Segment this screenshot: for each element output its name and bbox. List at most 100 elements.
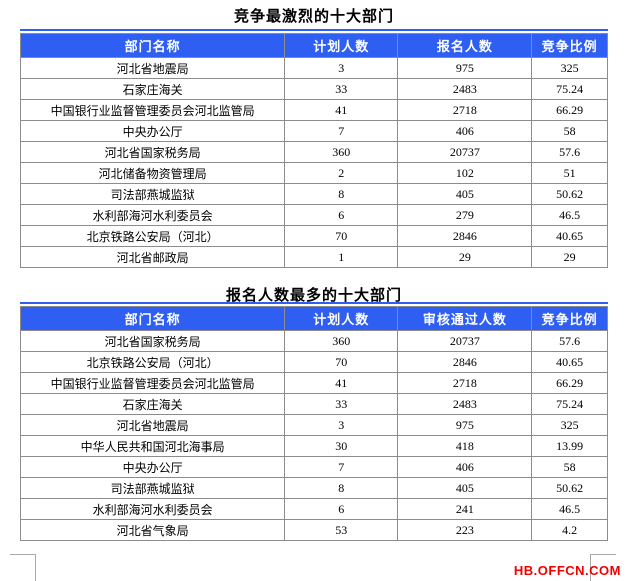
- table-row: 水利部海河水利委员会 6 241 46.5: [19, 498, 608, 520]
- value-cell: 75.24: [531, 393, 608, 415]
- header-cell-planned: 计划人数: [284, 306, 399, 331]
- department-cell: 中央办公厅: [19, 456, 286, 478]
- value-cell: 2846: [397, 225, 533, 247]
- table-row: 河北省气象局 53 223 4.2: [19, 519, 608, 541]
- value-cell: 102: [397, 162, 533, 184]
- table-row: 中国银行业监督管理委员会河北监管局 41 2718 66.29: [19, 372, 608, 394]
- department-cell: 河北省气象局: [19, 519, 286, 541]
- table-row: 水利部海河水利委员会 6 279 46.5: [19, 204, 608, 226]
- value-cell: 6: [284, 204, 399, 226]
- value-cell: 70: [284, 351, 399, 373]
- value-cell: 360: [284, 141, 399, 163]
- table-row: 石家庄海关 33 2483 75.24: [19, 393, 608, 415]
- value-cell: 46.5: [531, 204, 608, 226]
- value-cell: 29: [397, 246, 533, 268]
- value-cell: 2718: [397, 372, 533, 394]
- value-cell: 41: [284, 99, 399, 121]
- value-cell: 4.2: [531, 519, 608, 541]
- value-cell: 33: [284, 78, 399, 100]
- department-cell: 中华人民共和国河北海事局: [19, 435, 286, 457]
- value-cell: 58: [531, 120, 608, 142]
- value-cell: 50.62: [531, 477, 608, 499]
- table-row: 中央办公厅 7 406 58: [19, 456, 608, 478]
- value-cell: 2718: [397, 99, 533, 121]
- table1-header-row: 部门名称 计划人数 报名人数 竞争比例: [19, 33, 608, 58]
- value-cell: 53: [284, 519, 399, 541]
- table2-most-applicants: 部门名称 计划人数 审核通过人数 竞争比例 河北省国家税务局 360 20737…: [19, 302, 608, 541]
- table1-top-rule: [20, 29, 608, 31]
- table2-title: 报名人数最多的十大部门: [225, 287, 402, 304]
- table1-most-competitive: 部门名称 计划人数 报名人数 竞争比例 河北省地震局 3 975 325 石家庄…: [19, 29, 608, 268]
- department-cell: 河北省邮政局: [19, 246, 286, 268]
- value-cell: 241: [397, 498, 533, 520]
- table-row: 北京铁路公安局（河北） 70 2846 40.65: [19, 225, 608, 247]
- table1-title: 竞争最激烈的十大部门: [233, 8, 394, 25]
- value-cell: 2: [284, 162, 399, 184]
- value-cell: 58: [531, 456, 608, 478]
- value-cell: 3: [284, 414, 399, 436]
- table-row: 河北省地震局 3 975 325: [19, 57, 608, 79]
- header-cell-approved: 审核通过人数: [397, 306, 533, 331]
- value-cell: 41: [284, 372, 399, 394]
- value-cell: 279: [397, 204, 533, 226]
- value-cell: 405: [397, 183, 533, 205]
- table2-top-rule: [20, 302, 608, 304]
- department-cell: 北京铁路公安局（河北）: [19, 225, 286, 247]
- table-row: 中国银行业监督管理委员会河北监管局 41 2718 66.29: [19, 99, 608, 121]
- header-cell-planned: 计划人数: [284, 33, 399, 58]
- value-cell: 360: [284, 330, 399, 352]
- value-cell: 57.6: [531, 330, 608, 352]
- header-cell-department: 部门名称: [19, 33, 286, 58]
- value-cell: 223: [397, 519, 533, 541]
- value-cell: 8: [284, 183, 399, 205]
- value-cell: 66.29: [531, 99, 608, 121]
- department-cell: 北京铁路公安局（河北）: [19, 351, 286, 373]
- department-cell: 中国银行业监督管理委员会河北监管局: [19, 99, 286, 121]
- table-row: 河北储备物资管理局 2 102 51: [19, 162, 608, 184]
- header-cell-ratio: 竞争比例: [531, 33, 608, 58]
- text-boundary-mark-left: [10, 554, 36, 581]
- value-cell: 418: [397, 435, 533, 457]
- table-row: 河北省邮政局 1 29 29: [19, 246, 608, 268]
- table-row: 司法部燕城监狱 8 405 50.62: [19, 183, 608, 205]
- value-cell: 6: [284, 498, 399, 520]
- department-cell: 河北省地震局: [19, 57, 286, 79]
- department-cell: 水利部海河水利委员会: [19, 498, 286, 520]
- header-cell-ratio: 竞争比例: [531, 306, 608, 331]
- value-cell: 30: [284, 435, 399, 457]
- department-cell: 河北省国家税务局: [19, 141, 286, 163]
- table-row: 中央办公厅 7 406 58: [19, 120, 608, 142]
- value-cell: 20737: [397, 330, 533, 352]
- watermark-hb-offcn: HB.OFFCN.COM: [513, 563, 621, 578]
- value-cell: 325: [531, 414, 608, 436]
- value-cell: 40.65: [531, 225, 608, 247]
- table-row: 河北省地震局 3 975 325: [19, 414, 608, 436]
- text-boundary-mark-right: [590, 554, 616, 581]
- value-cell: 405: [397, 477, 533, 499]
- value-cell: 7: [284, 120, 399, 142]
- header-cell-department: 部门名称: [19, 306, 286, 331]
- header-cell-applicants: 报名人数: [397, 33, 533, 58]
- value-cell: 2846: [397, 351, 533, 373]
- department-cell: 司法部燕城监狱: [19, 183, 286, 205]
- department-cell: 中国银行业监督管理委员会河北监管局: [19, 372, 286, 394]
- value-cell: 975: [397, 57, 533, 79]
- value-cell: 20737: [397, 141, 533, 163]
- value-cell: 66.29: [531, 372, 608, 394]
- value-cell: 46.5: [531, 498, 608, 520]
- value-cell: 13.99: [531, 435, 608, 457]
- department-cell: 河北省地震局: [19, 414, 286, 436]
- table-row: 中华人民共和国河北海事局 30 418 13.99: [19, 435, 608, 457]
- department-cell: 司法部燕城监狱: [19, 477, 286, 499]
- value-cell: 2483: [397, 78, 533, 100]
- table-row: 石家庄海关 33 2483 75.24: [19, 78, 608, 100]
- value-cell: 40.65: [531, 351, 608, 373]
- value-cell: 3: [284, 57, 399, 79]
- department-cell: 石家庄海关: [19, 78, 286, 100]
- value-cell: 75.24: [531, 78, 608, 100]
- value-cell: 33: [284, 393, 399, 415]
- value-cell: 1: [284, 246, 399, 268]
- table-row: 司法部燕城监狱 8 405 50.62: [19, 477, 608, 499]
- value-cell: 975: [397, 414, 533, 436]
